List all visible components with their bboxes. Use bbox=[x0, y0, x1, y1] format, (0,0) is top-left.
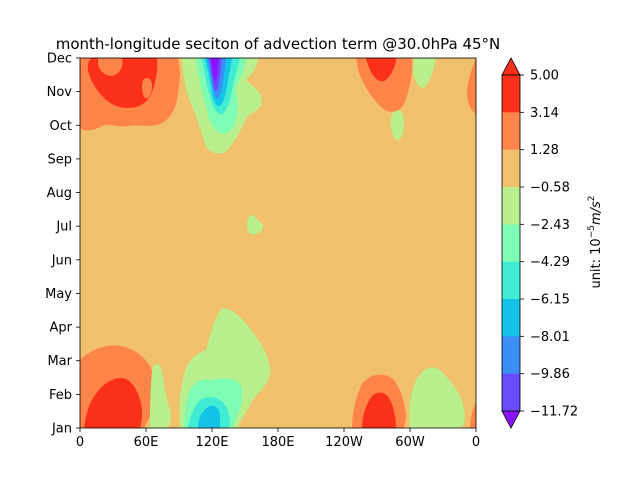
colorbar-label: unit: 10−5m/s2 bbox=[587, 195, 604, 288]
colorbar-band bbox=[502, 75, 520, 113]
colorbar-band bbox=[502, 261, 520, 300]
colorbar-tick-label: −11.72 bbox=[530, 405, 578, 420]
colorbar-tick-label: 5.00 bbox=[530, 69, 559, 84]
x-tick-label: 120E bbox=[195, 435, 228, 450]
colorbar-tick-label: −8.01 bbox=[530, 330, 570, 345]
colorbar-tick-label: 3.14 bbox=[530, 106, 559, 121]
colorbar-label-prefix: unit: bbox=[589, 255, 604, 289]
contour-pos-top-right-1 bbox=[356, 58, 413, 112]
x-axis: 0 60E 120E 180E 120W 60W 0 bbox=[76, 428, 480, 450]
y-tick-label: Sep bbox=[47, 152, 72, 167]
y-axis: Jan Feb Mar Apr May Jun Jul Aug Sep Oct Nov Dec bbox=[45, 52, 80, 437]
colorbar-tick-label: −2.43 bbox=[530, 218, 570, 233]
colorbar-extend-bottom bbox=[501, 410, 521, 429]
contour-pos-bottom-right-3 bbox=[366, 414, 388, 428]
y-tick-label: Jul bbox=[55, 220, 72, 235]
contour-pos-right-edge-top bbox=[466, 58, 476, 114]
y-tick-label: Apr bbox=[50, 321, 73, 336]
y-tick-label: Jan bbox=[51, 422, 72, 437]
plot-area bbox=[80, 58, 476, 428]
colorbar-label-tail-exponent: 2 bbox=[587, 195, 597, 201]
colorbar-band bbox=[502, 224, 520, 262]
colorbar-tick-label: 1.28 bbox=[530, 143, 559, 158]
colorbar-band bbox=[502, 112, 520, 150]
x-tick-label: 60E bbox=[134, 435, 159, 450]
y-tick-label: Mar bbox=[47, 354, 72, 369]
contour-pos-top-left-small bbox=[141, 78, 152, 99]
y-tick-label: May bbox=[45, 287, 72, 302]
chart-title: month-longitude seciton of advection ter… bbox=[56, 35, 501, 53]
x-tick-label: 120W bbox=[325, 435, 363, 450]
colorbar-tick-label: −0.58 bbox=[530, 181, 570, 196]
y-tick-label: Aug bbox=[47, 186, 72, 201]
colorbar-frame bbox=[501, 74, 521, 412]
colorbar-tick-label: −4.29 bbox=[530, 255, 570, 270]
colorbar: 5.00 3.14 1.28 −0.58 −2.43 −4.29 −6.15 −8.01 −9.… bbox=[501, 57, 578, 429]
x-tick-label: 0 bbox=[472, 435, 480, 450]
colorbar-label-exponent: −5 bbox=[587, 225, 597, 238]
colorbar-tick-label: −9.86 bbox=[530, 367, 570, 382]
y-tick-label: Feb bbox=[49, 388, 72, 403]
contour-neg-jul-blob bbox=[247, 215, 263, 235]
x-tick-label: 0 bbox=[76, 435, 84, 450]
contour-pos-right-edge-bottom bbox=[470, 402, 476, 428]
colorbar-label-unit: 10 bbox=[589, 238, 604, 255]
y-tick-label: Jun bbox=[51, 253, 72, 268]
colorbar-band bbox=[502, 187, 520, 225]
contour-neg-top-7 bbox=[211, 58, 219, 81]
contour-neg-bottom-5 bbox=[198, 405, 220, 428]
contour-pos-top-right-2 bbox=[366, 58, 396, 82]
y-tick-label: Dec bbox=[47, 52, 72, 67]
contour-pos-top-left-3 bbox=[98, 58, 123, 76]
y-tick-label: Oct bbox=[50, 119, 72, 134]
contour-neg-bottom-right-green bbox=[409, 367, 465, 428]
contour-neg-top-right-green bbox=[413, 58, 436, 88]
x-tick-label: 60W bbox=[395, 435, 425, 450]
colorbar-band bbox=[502, 373, 520, 412]
x-tick-label: 180E bbox=[261, 435, 294, 450]
colorbar-band bbox=[502, 299, 520, 337]
y-tick-label: Nov bbox=[47, 85, 73, 100]
colorbar-band bbox=[502, 149, 520, 188]
colorbar-label-tail: m/s bbox=[589, 201, 604, 225]
contour-pos-bottom-left-3 bbox=[92, 405, 124, 428]
contour-neg-bottom-1 bbox=[150, 363, 171, 428]
colorbar-extend-top bbox=[501, 57, 521, 76]
colorbar-tick-label: −6.15 bbox=[530, 293, 570, 308]
colorbar-band bbox=[502, 336, 520, 374]
contour-neg-oct-blob bbox=[390, 108, 404, 141]
